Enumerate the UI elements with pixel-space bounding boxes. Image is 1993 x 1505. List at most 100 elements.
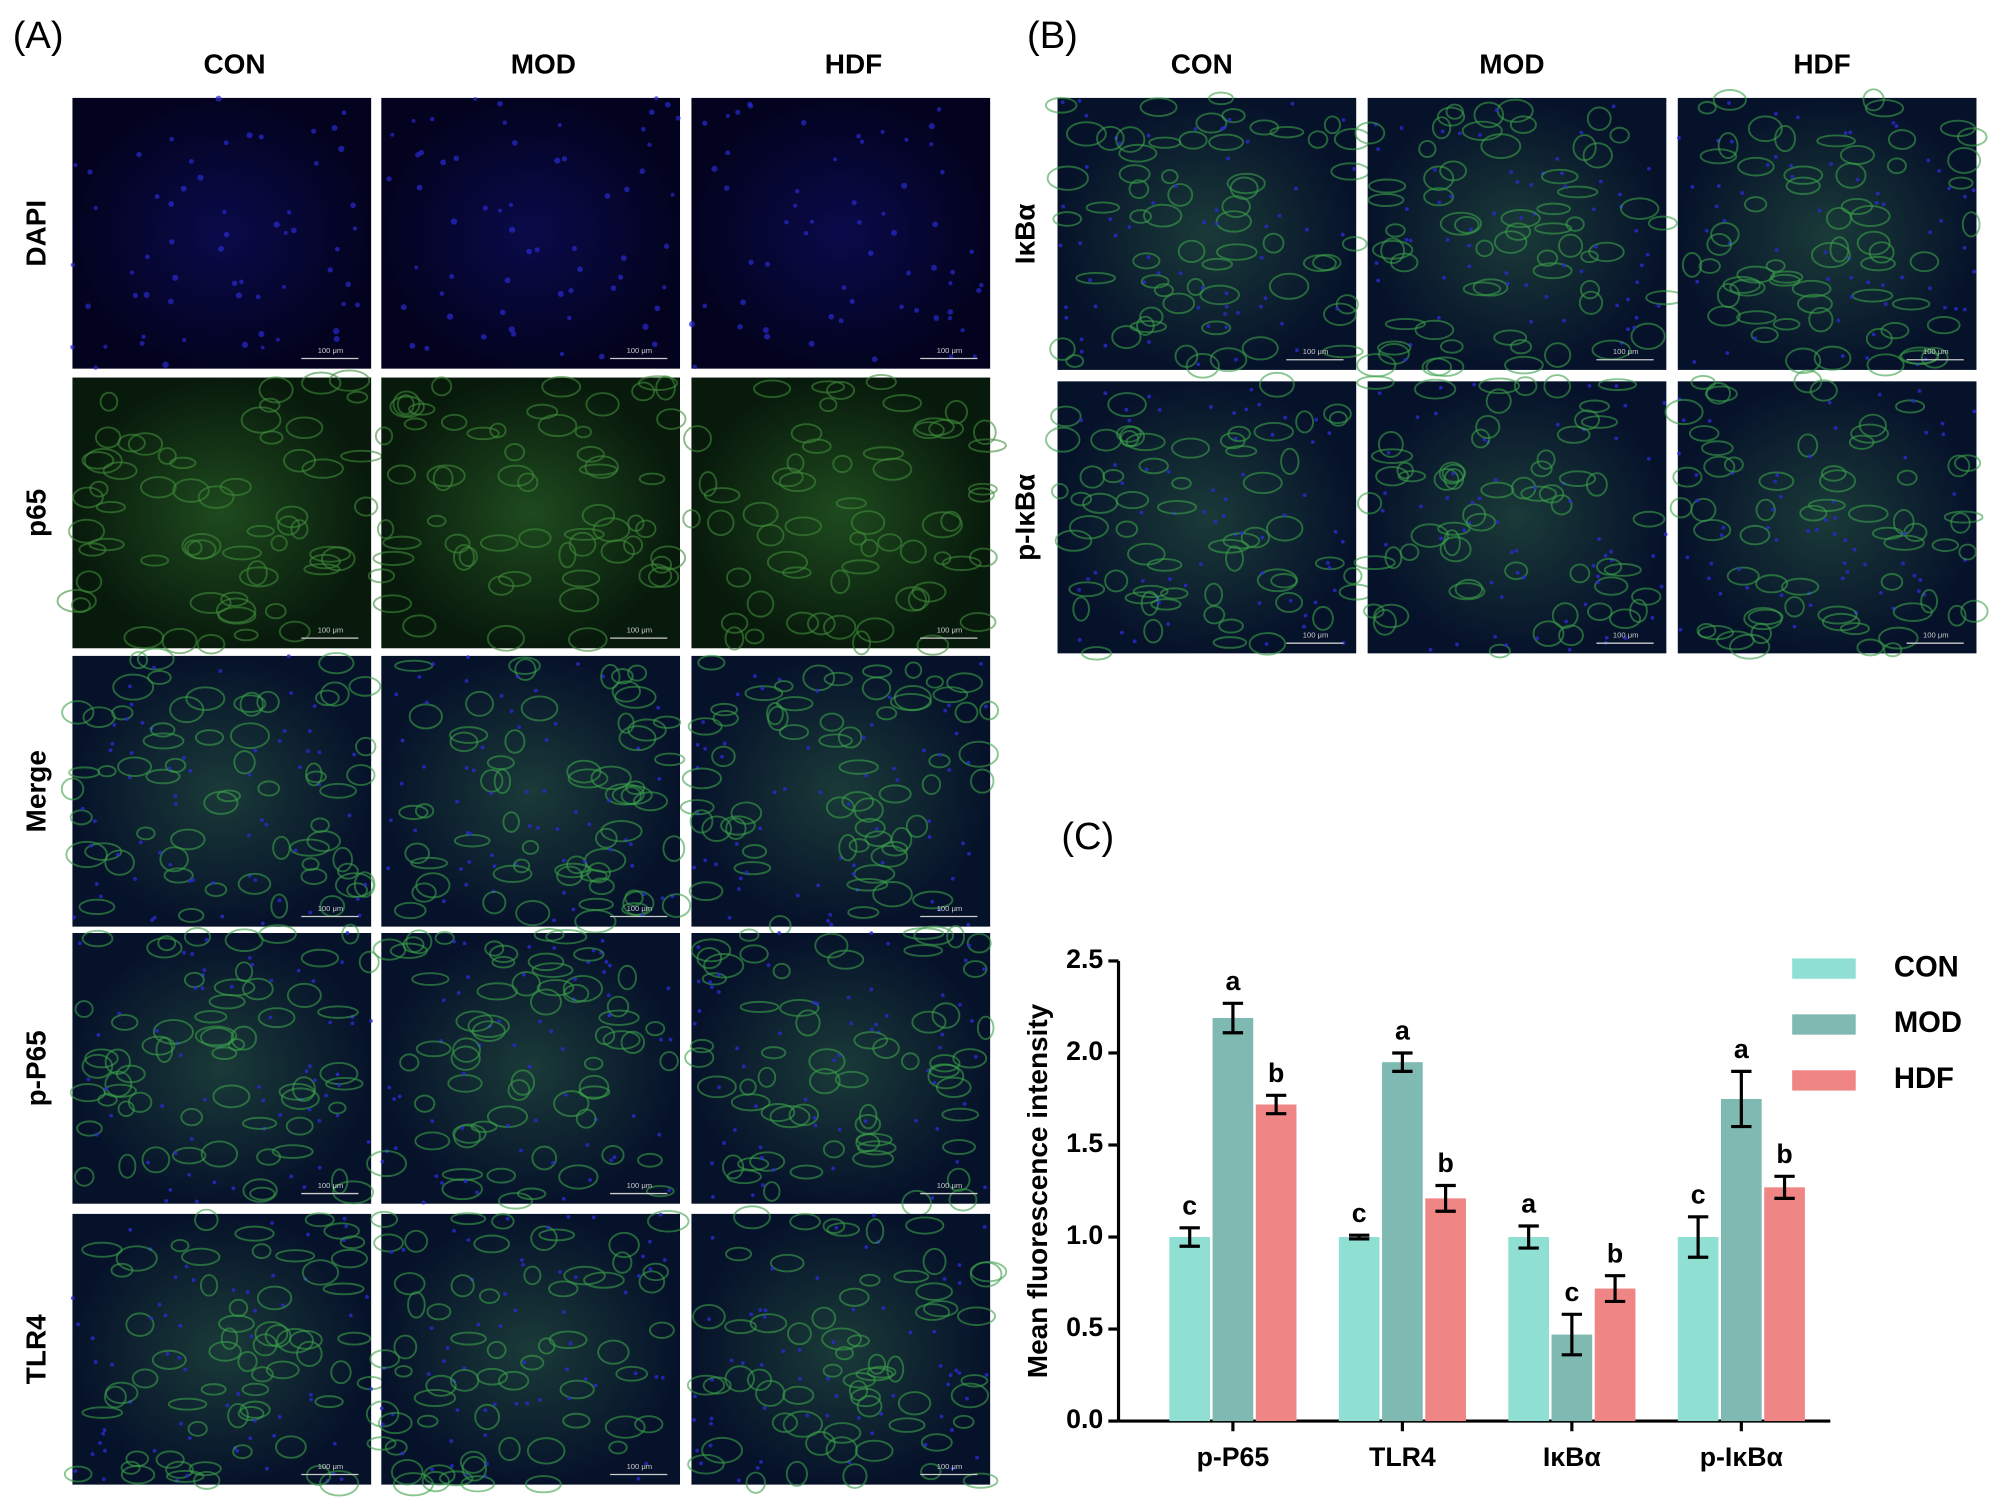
error-bar bbox=[1222, 1001, 1244, 1035]
tubule bbox=[627, 664, 648, 682]
nucleus bbox=[538, 1397, 543, 1402]
tubule bbox=[474, 1403, 501, 1431]
nucleus bbox=[648, 1267, 653, 1272]
nucleus bbox=[1120, 481, 1125, 486]
nucleus bbox=[471, 768, 476, 773]
tubule bbox=[1796, 293, 1833, 314]
nucleus bbox=[735, 1046, 739, 1051]
nucleus bbox=[657, 776, 662, 781]
tubule bbox=[355, 736, 377, 757]
nucleus bbox=[922, 748, 926, 753]
tubule bbox=[1847, 504, 1889, 523]
tubule bbox=[696, 947, 723, 970]
x-tick-label: TLR4 bbox=[1369, 1442, 1436, 1472]
nucleus bbox=[191, 878, 196, 882]
nucleus bbox=[1690, 184, 1695, 189]
tubule bbox=[854, 1439, 894, 1462]
nucleus bbox=[103, 1448, 107, 1453]
nucleus bbox=[647, 142, 652, 147]
tubule bbox=[69, 809, 93, 826]
tubule bbox=[789, 1164, 824, 1180]
tubule bbox=[1532, 262, 1573, 280]
nucleus bbox=[141, 334, 146, 339]
nucleus bbox=[1327, 431, 1332, 436]
nucleus bbox=[1917, 389, 1922, 393]
tubule bbox=[188, 1461, 222, 1477]
tubule bbox=[377, 519, 395, 540]
tubule bbox=[502, 811, 520, 833]
nucleus bbox=[1519, 216, 1524, 220]
nucleus bbox=[1124, 407, 1129, 412]
nucleus bbox=[1200, 285, 1205, 290]
nucleus bbox=[759, 1460, 763, 1464]
nucleus bbox=[93, 819, 97, 824]
tubule bbox=[687, 717, 723, 736]
nucleus bbox=[738, 876, 743, 881]
tubule bbox=[962, 960, 988, 978]
nucleus bbox=[136, 151, 142, 158]
tubule bbox=[305, 1465, 332, 1486]
tubule bbox=[398, 804, 429, 821]
tubule bbox=[940, 510, 962, 532]
y-tick-label: 1.0 bbox=[1066, 1220, 1103, 1250]
tubule bbox=[194, 729, 225, 746]
nucleus bbox=[750, 1193, 755, 1198]
tubule bbox=[976, 1015, 995, 1041]
tubule bbox=[578, 1074, 610, 1100]
nucleus bbox=[950, 1466, 955, 1471]
tubule bbox=[931, 1002, 961, 1029]
nucleus bbox=[563, 1093, 568, 1097]
nucleus bbox=[178, 1323, 183, 1328]
nucleus bbox=[747, 101, 753, 107]
tubule bbox=[1439, 536, 1472, 563]
tubule bbox=[180, 1108, 203, 1127]
tubule bbox=[392, 1472, 434, 1497]
nucleus bbox=[269, 978, 274, 983]
tubule bbox=[120, 1460, 141, 1475]
nucleus bbox=[772, 790, 777, 795]
tubule bbox=[489, 422, 507, 439]
nucleus bbox=[1376, 147, 1381, 152]
tubule bbox=[1162, 292, 1196, 315]
nucleus bbox=[400, 1451, 405, 1456]
nucleus bbox=[755, 1466, 760, 1470]
legend-swatch bbox=[1792, 1014, 1856, 1035]
nucleus bbox=[834, 1394, 839, 1398]
nucleus bbox=[179, 1421, 183, 1426]
nucleus bbox=[1077, 638, 1082, 642]
tubule bbox=[895, 586, 931, 612]
nucleus bbox=[979, 282, 984, 288]
nucleus bbox=[1615, 303, 1620, 308]
nucleus bbox=[702, 303, 708, 309]
nucleus bbox=[828, 313, 835, 320]
tubule bbox=[1373, 603, 1410, 629]
tubule bbox=[1758, 471, 1795, 491]
nucleus bbox=[670, 192, 675, 197]
legend-label: HDF bbox=[1894, 1063, 1954, 1095]
nucleus bbox=[559, 351, 565, 357]
nucleus bbox=[270, 1221, 275, 1225]
nucleus bbox=[173, 1151, 178, 1156]
tubule bbox=[566, 855, 588, 875]
nucleus bbox=[1560, 171, 1564, 176]
nucleus bbox=[399, 781, 404, 786]
tubule bbox=[337, 1331, 372, 1346]
nucleus bbox=[1093, 304, 1098, 309]
tubule bbox=[1716, 630, 1755, 651]
nucleus bbox=[482, 205, 488, 211]
nucleus bbox=[128, 684, 132, 689]
y-tick-label: 0.5 bbox=[1066, 1312, 1103, 1342]
nucleus bbox=[927, 835, 932, 839]
nucleus bbox=[607, 993, 611, 998]
tubule bbox=[1860, 255, 1896, 272]
nucleus bbox=[446, 313, 454, 320]
tubule bbox=[199, 1274, 219, 1297]
tubule bbox=[1363, 603, 1385, 619]
nucleus bbox=[504, 277, 511, 284]
nucleus bbox=[347, 813, 352, 818]
nucleus bbox=[197, 174, 204, 181]
nucleus bbox=[940, 993, 945, 998]
tubule bbox=[229, 722, 270, 750]
nucleus bbox=[335, 246, 340, 252]
tubule bbox=[710, 702, 739, 717]
